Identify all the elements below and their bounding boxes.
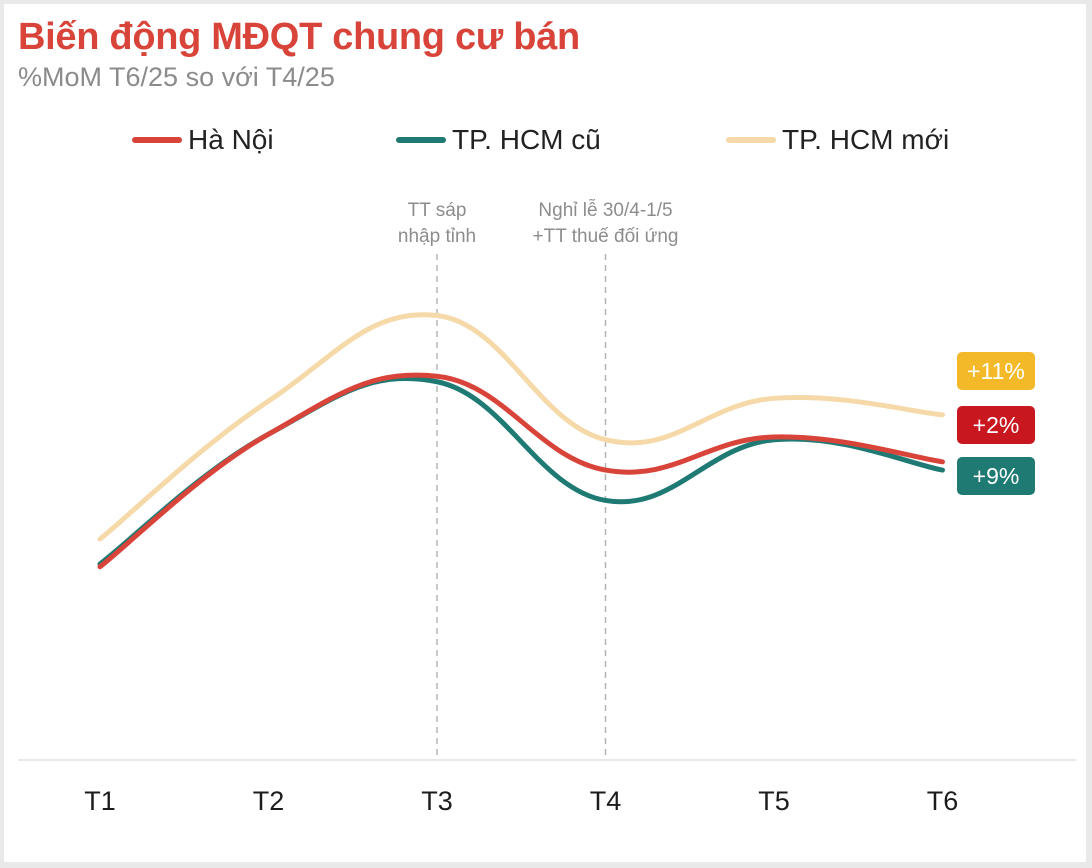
x-tick-label-t1: T1 xyxy=(84,786,116,816)
line-chart: TT sáp nhập tỉnh Nghỉ lễ 30/4-1/5 +TT thuế … xyxy=(18,199,1076,816)
series-line-hcm-new xyxy=(97,312,945,542)
end-badge-hanoi-box xyxy=(957,406,1035,444)
legend-item-hcm-old: TP. HCM cũ xyxy=(396,122,601,158)
legend-label-hanoi: Hà Nội xyxy=(188,124,274,155)
x-tick-label-t2: T2 xyxy=(253,786,285,816)
legend-label-hcm-old: TP. HCM cũ xyxy=(452,124,601,155)
annotation-label-1-2: nhập tỉnh xyxy=(398,226,476,247)
series-line-hcm-old xyxy=(97,376,945,567)
end-badge-hcm-new-label: +11% xyxy=(967,358,1025,384)
end-badge-hcm-old-box xyxy=(957,457,1035,495)
legend-label-hcm-new: TP. HCM mới xyxy=(782,124,950,155)
series-line-hanoi xyxy=(97,372,945,570)
annotation-label-1-1: TT sáp xyxy=(408,200,467,221)
x-tick-label-t5: T5 xyxy=(758,786,790,816)
x-tick-label-t4: T4 xyxy=(590,786,622,816)
chart-card: Biến động MĐQT chung cư bán %MoM T6/25 s… xyxy=(4,4,1086,862)
legend-swatch-hanoi xyxy=(132,137,182,143)
end-badge-hcm-old-label: +9% xyxy=(973,463,1020,489)
chart-title: Biến động MĐQT chung cư bán xyxy=(18,16,580,58)
annotation-label-2-2: +TT thuế đối ứng xyxy=(533,226,679,247)
end-badge-hanoi-label: +2% xyxy=(973,412,1020,438)
end-badge-hcm-new-box xyxy=(957,352,1035,390)
x-tick-label-t6: T6 xyxy=(927,786,959,816)
legend-swatch-hcm-new xyxy=(726,137,776,143)
chart-subtitle: %MoM T6/25 so với T4/25 xyxy=(18,62,335,92)
legend-item-hcm-new: TP. HCM mới xyxy=(726,122,949,158)
annotation-label-2-1: Nghỉ lễ 30/4-1/5 xyxy=(538,199,672,221)
legend-item-hanoi: Hà Nội xyxy=(132,122,274,158)
legend-swatch-hcm-old xyxy=(396,137,446,143)
x-tick-label-t3: T3 xyxy=(421,786,453,816)
